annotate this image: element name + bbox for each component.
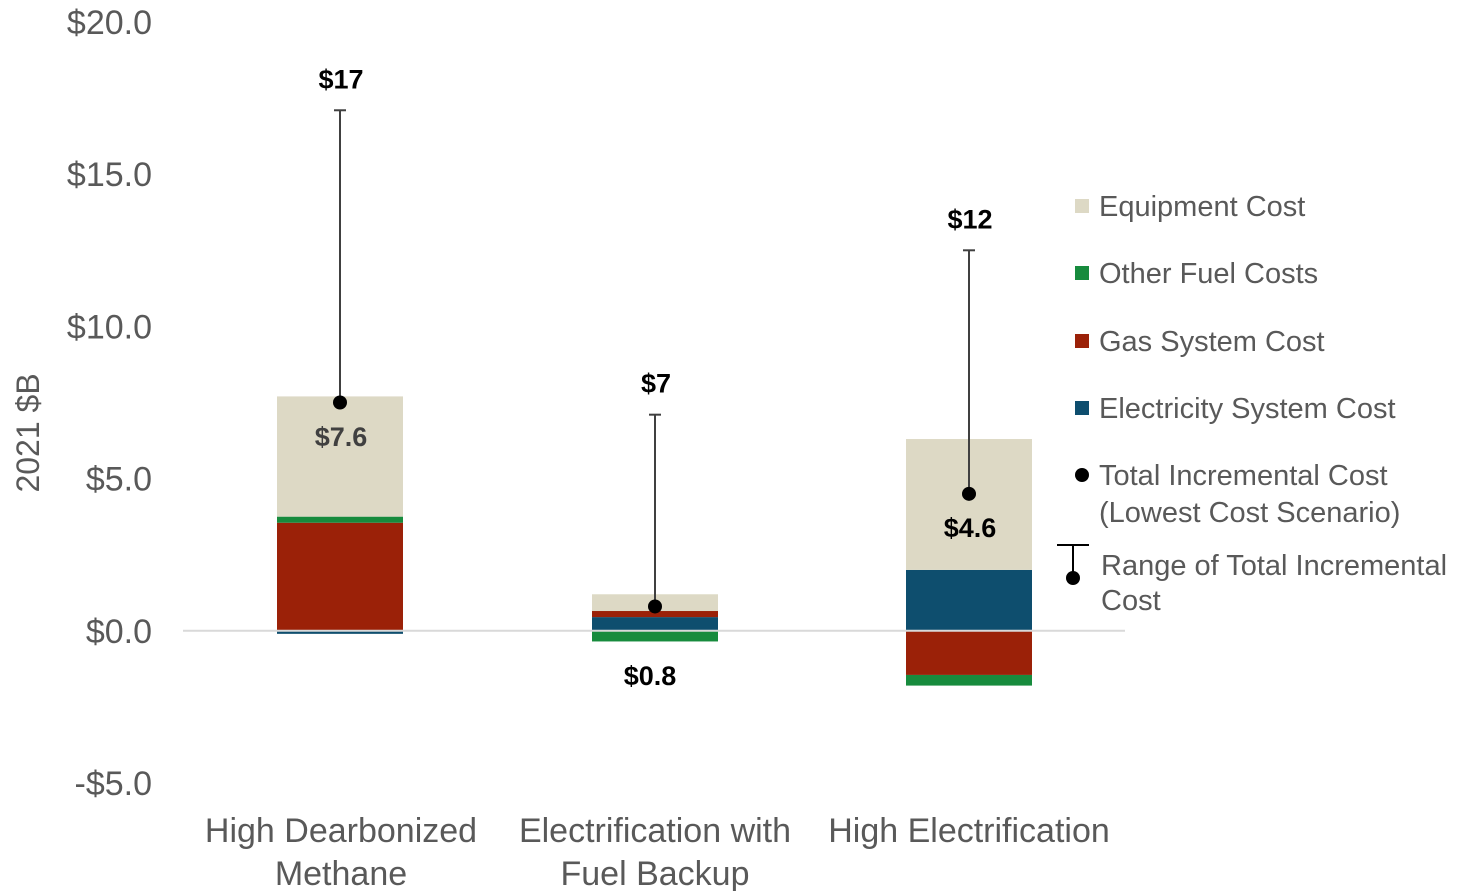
- bar-segment: [592, 630, 718, 642]
- legend-label: Total Incremental Cost: [1099, 460, 1388, 492]
- y-tick-label: $10.0: [67, 308, 152, 346]
- legend-label: Electricity System Cost: [1099, 393, 1396, 425]
- total-cost-label: $4.6: [944, 513, 997, 543]
- legend-swatch: [1075, 266, 1089, 280]
- legend-label: Other Fuel Costs: [1099, 258, 1318, 290]
- category-label: Methane: [275, 855, 407, 891]
- bar-segment: [277, 516, 403, 523]
- bar-segment: [906, 674, 1032, 686]
- legend-swatch: [1075, 401, 1089, 415]
- range-markers-group: [333, 109, 976, 614]
- legend-swatch: [1075, 199, 1089, 213]
- range-high-label: $7: [641, 369, 671, 399]
- category-label: Fuel Backup: [561, 855, 750, 891]
- category-label: Electrification with: [519, 812, 791, 850]
- total-cost-label: $7.6: [315, 422, 368, 452]
- total-cost-dot: [333, 395, 347, 410]
- range-high-label: $12: [947, 204, 992, 234]
- bar-segment: [906, 630, 1032, 675]
- category-labels-group: High Dearbonized Methane Electrification w…: [205, 812, 1110, 891]
- y-axis-label: 2021 $B: [10, 373, 46, 492]
- bar-segment: [277, 396, 403, 517]
- total-cost-dot: [648, 599, 662, 614]
- total-cost-dot: [962, 486, 976, 501]
- legend-label: (Lowest Cost Scenario): [1099, 497, 1400, 529]
- y-tick-label: $20.0: [67, 4, 152, 42]
- y-tick-label: $15.0: [67, 156, 152, 194]
- total-cost-label: $0.8: [624, 661, 677, 691]
- bar-segment: [906, 569, 1032, 631]
- bar-segment: [277, 522, 403, 631]
- y-tick-label: $0.0: [86, 613, 152, 651]
- data-labels-group: $17 $7 $12 $7.6 $0.8 $4.6: [315, 64, 997, 691]
- y-tick-label: $5.0: [86, 461, 152, 499]
- bar-segment: [592, 617, 718, 631]
- legend-swatch: [1075, 334, 1089, 348]
- legend-label: Equipment Cost: [1099, 191, 1305, 223]
- legend-range-dot: [1066, 571, 1080, 585]
- legend-label: Gas System Cost: [1099, 326, 1325, 358]
- range-high-label: $17: [318, 64, 363, 94]
- category-label: High Electrification: [828, 812, 1110, 850]
- legend-label: Cost: [1101, 585, 1161, 617]
- legend-dot-marker: [1075, 468, 1089, 482]
- y-tick-label: -$5.0: [75, 765, 153, 803]
- y-axis: $20.0 $15.0 $10.0 $5.0 $0.0 -$5.0 2021 $B: [10, 4, 152, 803]
- bar-segment: [277, 630, 403, 634]
- legend: Equipment Cost Other Fuel Costs Gas System…: [1057, 191, 1447, 617]
- category-label: High Dearbonized: [205, 812, 477, 850]
- legend-label: Range of Total Incremental: [1101, 550, 1447, 582]
- bar-segment: [592, 611, 718, 618]
